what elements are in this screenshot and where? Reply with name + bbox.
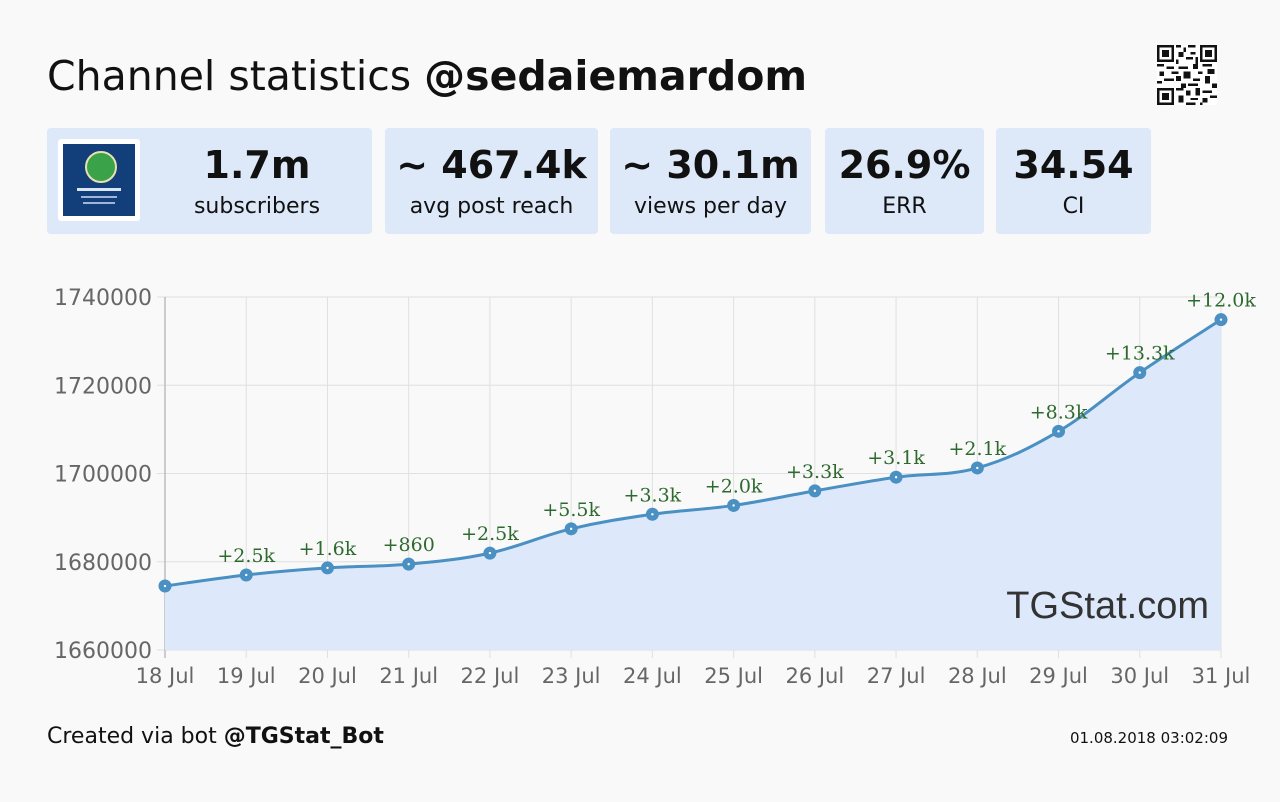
delta-labels: +2.5k +1.6k +860 +2.5k +5.5k +3.3k +2.0k +3.3k +…: [217, 290, 1256, 567]
x-tick-label: 27 Jul: [867, 664, 926, 688]
data-point-center: [488, 551, 492, 555]
data-point-center: [569, 527, 573, 531]
stat-label: ERR: [882, 194, 927, 219]
stat-value: 26.9%: [838, 143, 971, 187]
x-tick-label: 25 Jul: [704, 664, 763, 688]
stat-label: avg post reach: [409, 194, 574, 219]
delta-label: +13.3k: [1105, 343, 1175, 365]
area-fill: [165, 319, 1221, 650]
channel-logo-icon: [63, 144, 135, 216]
stat-label: subscribers: [193, 194, 321, 219]
data-point-center: [1138, 371, 1141, 374]
y-tick-label: 1740000: [54, 286, 152, 311]
data-point-center: [245, 573, 248, 577]
data-point-center: [651, 513, 654, 516]
delta-label: +8.3k: [1030, 401, 1088, 423]
y-tick-label: 1720000: [54, 374, 152, 399]
x-tick-label: 26 Jul: [785, 664, 844, 688]
delta-label: +3.3k: [624, 484, 682, 506]
stat-label: CI: [1062, 194, 1085, 219]
x-tick-label: 19 Jul: [217, 664, 276, 688]
stat-card-avg-post-reach: ~ 467.4k avg post reach: [385, 128, 598, 234]
data-point-center: [976, 466, 979, 470]
data-point-center: [326, 566, 329, 570]
x-tick-label: 23 Jul: [542, 664, 601, 688]
x-axis-ticks: 18 Jul 19 Jul 20 Jul 21 Jul 22 Jul 23 Jul 24 J…: [136, 664, 1251, 688]
data-points: [158, 313, 1228, 593]
stat-card-err: 26.9% ERR: [825, 128, 984, 234]
data-point-center: [1219, 318, 1223, 321]
delta-label: +12.0k: [1186, 290, 1256, 312]
stat-value: 1.7m: [203, 143, 311, 187]
y-tick-label: 1700000: [54, 463, 152, 488]
channel-handle: @sedaiemardom: [424, 52, 808, 100]
delta-label: +2.0k: [705, 475, 763, 497]
delta-label: +2.5k: [217, 545, 275, 567]
channel-avatar: [58, 139, 140, 221]
x-tick-label: 29 Jul: [1029, 664, 1088, 688]
data-point-center: [1057, 430, 1060, 433]
x-tick-label: 24 Jul: [623, 664, 682, 688]
bot-handle-link[interactable]: @TGStat_Bot: [223, 724, 384, 749]
timestamp: 01.08.2018 03:02:09: [1069, 729, 1228, 747]
y-tick-label: 1680000: [54, 551, 152, 576]
data-point-center: [894, 476, 898, 479]
page-title: Channel statistics @sedaiemardom: [47, 50, 807, 102]
stat-value: ~ 30.1m: [621, 143, 800, 187]
x-tick-label: 28 Jul: [948, 664, 1007, 688]
title-prefix: Channel statistics: [47, 52, 412, 100]
watermark: TGStat.com: [1006, 585, 1209, 627]
delta-label: +2.5k: [461, 523, 519, 545]
x-tick-label: 22 Jul: [461, 664, 520, 688]
delta-label: +3.3k: [786, 461, 844, 483]
stat-value: 34.54: [1013, 143, 1134, 187]
stat-card-ci: 34.54 CI: [996, 128, 1151, 234]
data-point-center: [732, 504, 735, 507]
stat-value: ~ 467.4k: [396, 143, 587, 187]
stat-card-subscribers: 1.7m subscribers: [47, 128, 372, 234]
y-tick-label: 1660000: [54, 639, 152, 664]
x-tick-label: 21 Jul: [379, 664, 438, 688]
delta-label: +3.1k: [867, 447, 925, 469]
footer-prefix: Created via bot: [47, 724, 217, 749]
subscribers-chart: TGStat.com 16600001680000170000017200001…: [54, 286, 1256, 688]
stat-card-views-per-day: ~ 30.1m views per day: [610, 128, 811, 234]
x-tick-label: 30 Jul: [1110, 664, 1169, 688]
delta-label: +5.5k: [542, 499, 600, 521]
y-axis-ticks: 1660000 1680000 1700000 1720000 1740000: [54, 286, 152, 664]
data-point-center: [407, 562, 410, 566]
x-tick-label: 20 Jul: [298, 664, 357, 688]
data-point-center: [813, 489, 817, 493]
x-tick-label: 31 Jul: [1192, 664, 1251, 688]
x-tick-label: 18 Jul: [136, 664, 195, 688]
delta-label: +1.6k: [299, 538, 357, 560]
data-point-center: [163, 584, 167, 588]
delta-label: +2.1k: [948, 438, 1006, 460]
footer-credit: Created via bot @TGStat_Bot: [47, 722, 384, 752]
delta-label: +860: [383, 534, 435, 556]
stat-label: views per day: [633, 194, 788, 219]
qr-code-icon: [1157, 45, 1217, 105]
